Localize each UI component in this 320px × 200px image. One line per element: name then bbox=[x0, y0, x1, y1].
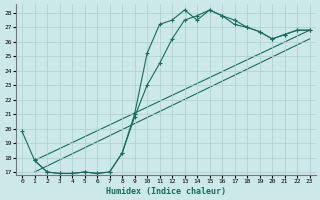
X-axis label: Humidex (Indice chaleur): Humidex (Indice chaleur) bbox=[106, 187, 226, 196]
